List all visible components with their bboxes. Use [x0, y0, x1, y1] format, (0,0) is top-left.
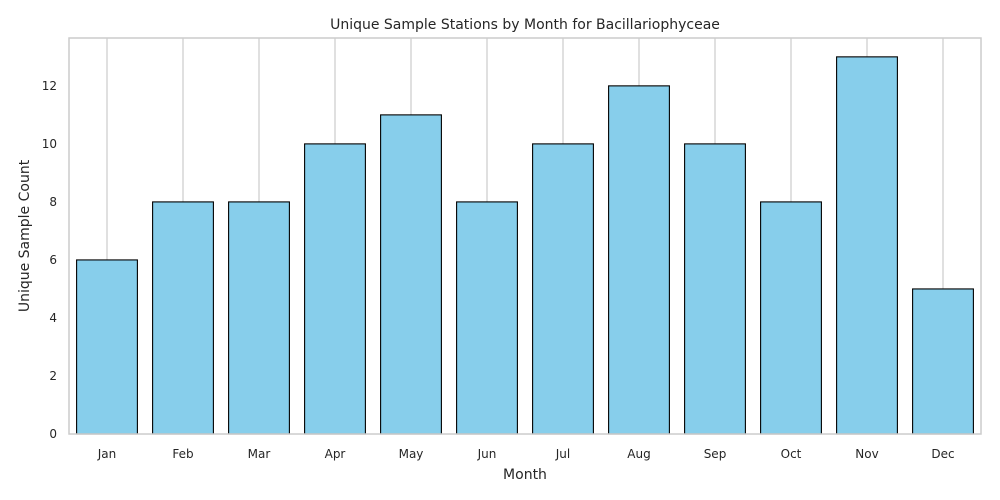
x-tick-label-jun: Jun — [477, 447, 497, 461]
bar-jan — [76, 259, 138, 435]
bar-nov — [836, 56, 898, 435]
bar-mar — [228, 201, 290, 435]
bar-aug — [608, 85, 670, 435]
y-tick-label-0: 0 — [49, 427, 57, 441]
bar-jul — [532, 143, 594, 435]
chart-title: Unique Sample Stations by Month for Baci… — [330, 17, 720, 33]
bar-feb — [152, 201, 214, 435]
x-axis-label: Month — [503, 467, 547, 483]
bar-apr — [304, 143, 366, 435]
x-tick-label-dec: Dec — [931, 447, 954, 461]
x-tick-label-nov: Nov — [855, 447, 878, 461]
y-tick-label-8: 8 — [49, 195, 57, 209]
x-tick-label-oct: Oct — [781, 447, 802, 461]
y-tick-label-12: 12 — [42, 79, 57, 93]
bars — [76, 56, 974, 435]
bar-sep — [684, 143, 746, 435]
bar-dec — [912, 288, 974, 435]
x-tick-label-apr: Apr — [325, 447, 346, 461]
x-tick-labels: Jan Feb Mar Apr May Jun Jul Aug Sep Oct Nov Dec — [97, 447, 955, 461]
x-tick-label-jan: Jan — [97, 447, 117, 461]
bar-jun — [456, 201, 518, 435]
bar-may — [380, 114, 442, 435]
x-tick-label-may: May — [399, 447, 424, 461]
y-tick-labels: 0 2 4 6 8 10 12 — [42, 79, 57, 441]
bar-oct — [760, 201, 822, 435]
x-tick-label-mar: Mar — [248, 447, 271, 461]
x-tick-label-feb: Feb — [172, 447, 193, 461]
plot-border — [68, 37, 982, 435]
x-tick-label-jul: Jul — [555, 447, 570, 461]
y-tick-label-4: 4 — [49, 311, 57, 325]
y-tick-label-6: 6 — [49, 253, 57, 267]
y-tick-label-10: 10 — [42, 137, 57, 151]
x-tick-label-aug: Aug — [627, 447, 650, 461]
y-axis-label: Unique Sample Count — [17, 159, 33, 312]
x-tick-label-sep: Sep — [704, 447, 727, 461]
plot-frame — [68, 37, 982, 435]
y-tick-label-2: 2 — [49, 369, 57, 383]
